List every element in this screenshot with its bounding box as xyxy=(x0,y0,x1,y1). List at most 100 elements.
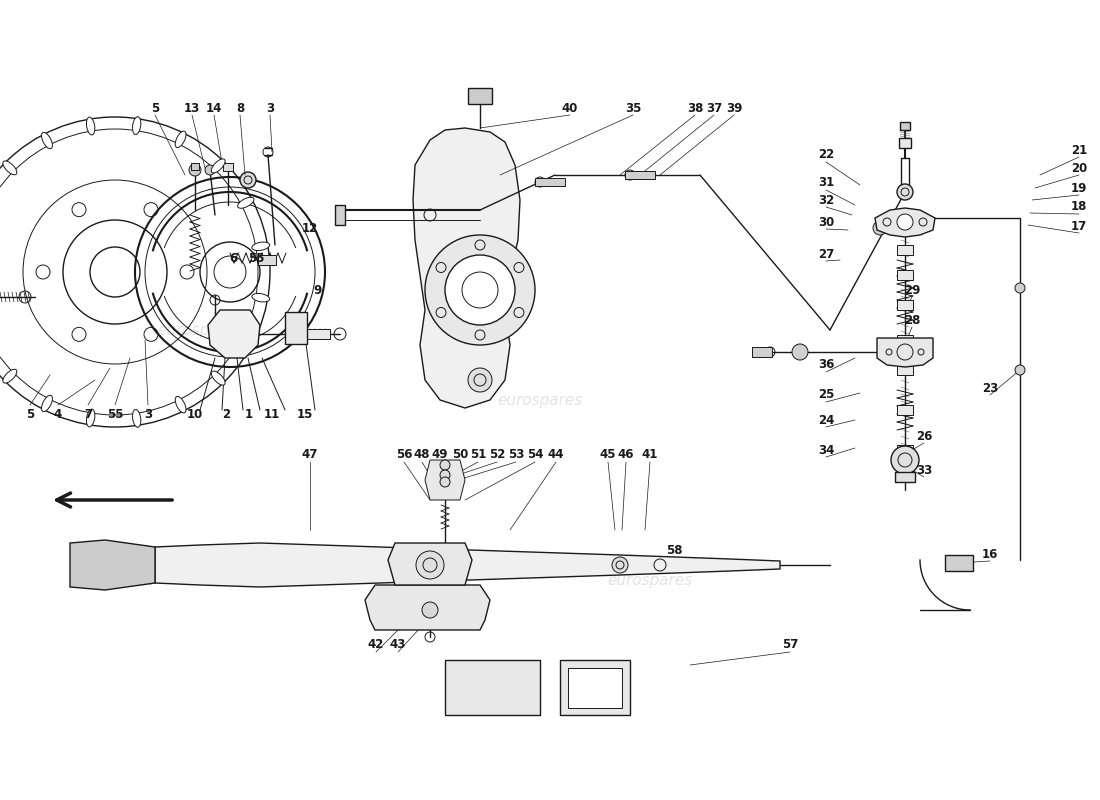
Circle shape xyxy=(896,214,913,230)
Text: 50: 50 xyxy=(452,449,469,462)
Bar xyxy=(305,329,330,339)
Polygon shape xyxy=(365,585,490,630)
Text: 28: 28 xyxy=(904,314,921,326)
Bar xyxy=(468,88,492,104)
Bar xyxy=(900,122,910,130)
Text: 38: 38 xyxy=(686,102,703,114)
Ellipse shape xyxy=(211,371,226,385)
Bar xyxy=(568,668,622,708)
Circle shape xyxy=(440,470,450,480)
Text: 53: 53 xyxy=(508,449,525,462)
Text: 55: 55 xyxy=(107,409,123,422)
Bar xyxy=(899,138,911,148)
Text: 58: 58 xyxy=(666,543,682,557)
Ellipse shape xyxy=(238,336,254,346)
Text: 30: 30 xyxy=(818,215,834,229)
Text: eurospares: eurospares xyxy=(497,393,583,407)
Ellipse shape xyxy=(132,410,141,427)
Text: 12: 12 xyxy=(301,222,318,234)
Text: 5: 5 xyxy=(151,102,160,114)
Text: 29: 29 xyxy=(904,283,921,297)
Text: eurospares: eurospares xyxy=(157,322,243,338)
Bar xyxy=(896,445,913,455)
Text: 2: 2 xyxy=(222,409,230,422)
Text: 25: 25 xyxy=(817,389,834,402)
Text: 51: 51 xyxy=(470,449,486,462)
Text: 13: 13 xyxy=(184,102,200,114)
Circle shape xyxy=(1015,283,1025,293)
Polygon shape xyxy=(874,208,935,237)
Ellipse shape xyxy=(87,409,95,427)
Text: 9: 9 xyxy=(314,283,322,297)
Circle shape xyxy=(425,235,535,345)
Text: 26: 26 xyxy=(916,430,932,442)
Text: 16: 16 xyxy=(982,547,998,561)
Circle shape xyxy=(416,551,444,579)
Text: 18: 18 xyxy=(1070,201,1087,214)
Ellipse shape xyxy=(252,242,270,250)
Text: 3: 3 xyxy=(266,102,274,114)
Text: 56: 56 xyxy=(396,449,412,462)
Text: 8: 8 xyxy=(235,102,244,114)
Text: 24: 24 xyxy=(817,414,834,426)
Text: 23: 23 xyxy=(982,382,998,394)
Ellipse shape xyxy=(42,132,53,149)
Text: 6: 6 xyxy=(229,251,238,265)
Bar xyxy=(446,660,540,715)
Text: 36: 36 xyxy=(817,358,834,371)
Bar xyxy=(285,312,307,344)
Text: eurospares: eurospares xyxy=(607,573,693,587)
Circle shape xyxy=(873,221,887,235)
Text: 45: 45 xyxy=(600,449,616,462)
Text: 41: 41 xyxy=(641,449,658,462)
Ellipse shape xyxy=(238,198,254,208)
Bar xyxy=(896,335,913,345)
Circle shape xyxy=(422,602,438,618)
Bar xyxy=(896,405,913,415)
Text: 47: 47 xyxy=(301,449,318,462)
Bar xyxy=(191,163,199,170)
Polygon shape xyxy=(155,543,780,587)
Polygon shape xyxy=(412,128,520,408)
Bar xyxy=(895,472,915,482)
Text: 1: 1 xyxy=(245,409,253,422)
Text: 54: 54 xyxy=(527,449,543,462)
Circle shape xyxy=(1015,365,1025,375)
Bar xyxy=(896,300,913,310)
Circle shape xyxy=(792,344,808,360)
Polygon shape xyxy=(425,460,465,500)
Text: 40: 40 xyxy=(562,102,579,114)
Text: 11: 11 xyxy=(264,409,280,422)
Bar xyxy=(535,178,565,186)
Text: 39: 39 xyxy=(726,102,742,114)
Bar xyxy=(896,270,913,280)
Circle shape xyxy=(440,460,450,470)
Bar xyxy=(945,555,974,571)
Ellipse shape xyxy=(211,159,226,173)
Bar xyxy=(896,245,913,255)
Text: 34: 34 xyxy=(817,443,834,457)
Text: 43: 43 xyxy=(389,638,406,651)
Text: 44: 44 xyxy=(548,449,564,462)
Circle shape xyxy=(446,255,515,325)
Text: 22: 22 xyxy=(818,149,834,162)
Text: 21: 21 xyxy=(1071,143,1087,157)
Bar xyxy=(258,255,276,265)
Bar xyxy=(223,163,233,171)
Circle shape xyxy=(240,172,256,188)
Ellipse shape xyxy=(87,117,95,135)
Text: 48: 48 xyxy=(414,449,430,462)
Text: 52: 52 xyxy=(488,449,505,462)
Text: 3: 3 xyxy=(144,409,152,422)
Circle shape xyxy=(896,184,913,200)
Circle shape xyxy=(468,368,492,392)
Text: 27: 27 xyxy=(818,247,834,261)
Bar xyxy=(560,660,630,715)
Text: 5: 5 xyxy=(26,409,34,422)
Text: 32: 32 xyxy=(818,194,834,206)
Text: 33: 33 xyxy=(916,463,932,477)
Text: 49: 49 xyxy=(431,449,449,462)
Ellipse shape xyxy=(3,370,16,383)
Circle shape xyxy=(891,446,918,474)
Text: 55: 55 xyxy=(248,251,264,265)
